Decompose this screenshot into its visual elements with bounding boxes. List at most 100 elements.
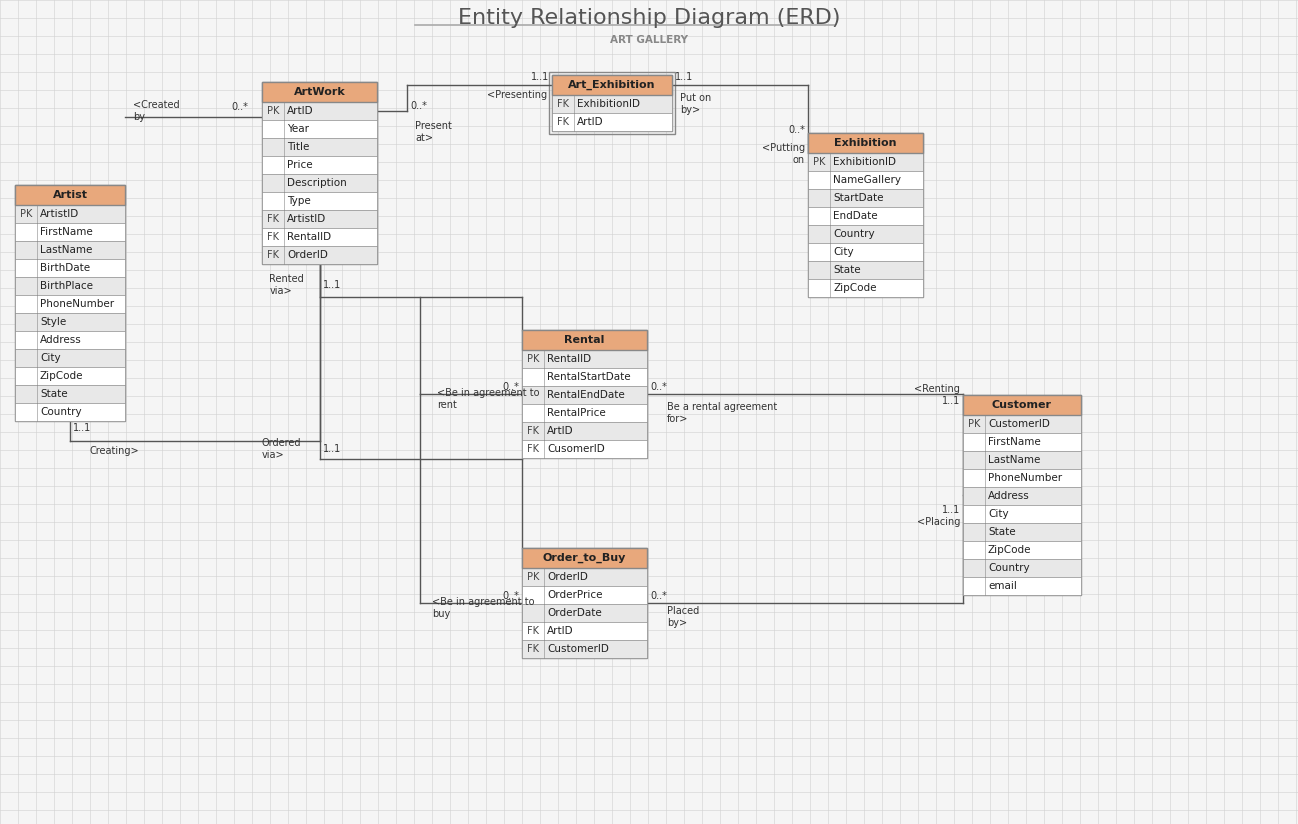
Text: PK: PK — [527, 572, 539, 582]
Text: PK: PK — [527, 354, 539, 364]
Text: Put on
by>: Put on by> — [680, 93, 711, 115]
Text: <Renting: <Renting — [914, 384, 961, 394]
Text: FirstName: FirstName — [988, 437, 1041, 447]
Text: RentalEndDate: RentalEndDate — [546, 390, 624, 400]
FancyBboxPatch shape — [963, 395, 1081, 595]
Text: ZipCode: ZipCode — [40, 371, 83, 381]
Text: ArtID: ArtID — [287, 106, 314, 116]
Text: State: State — [40, 389, 67, 399]
Text: RentalStartDate: RentalStartDate — [546, 372, 631, 382]
Text: <Putting
on: <Putting on — [762, 143, 805, 165]
Text: LastName: LastName — [988, 455, 1041, 465]
FancyBboxPatch shape — [807, 261, 923, 279]
FancyBboxPatch shape — [963, 451, 1081, 469]
FancyBboxPatch shape — [262, 228, 376, 246]
Text: Address: Address — [40, 335, 82, 345]
Text: Country: Country — [40, 407, 82, 417]
Text: Title: Title — [287, 142, 309, 152]
Text: Type: Type — [287, 196, 310, 206]
Text: Rental: Rental — [565, 335, 605, 345]
FancyBboxPatch shape — [522, 350, 646, 368]
Text: OrderID: OrderID — [287, 250, 328, 260]
Text: RentalID: RentalID — [287, 232, 331, 242]
FancyBboxPatch shape — [16, 205, 125, 223]
FancyBboxPatch shape — [262, 246, 376, 264]
FancyBboxPatch shape — [522, 330, 646, 458]
FancyBboxPatch shape — [963, 433, 1081, 451]
Text: Country: Country — [988, 563, 1029, 573]
Text: Be a rental agreement
for>: Be a rental agreement for> — [667, 402, 778, 424]
Text: BirthDate: BirthDate — [40, 263, 90, 273]
FancyBboxPatch shape — [807, 133, 923, 297]
Text: OrderID: OrderID — [546, 572, 588, 582]
Text: FK: FK — [557, 99, 569, 109]
FancyBboxPatch shape — [552, 95, 672, 113]
FancyBboxPatch shape — [16, 185, 125, 205]
Text: Description: Description — [287, 178, 347, 188]
Text: PK: PK — [267, 106, 279, 116]
FancyBboxPatch shape — [262, 156, 376, 174]
Text: Country: Country — [833, 229, 875, 239]
FancyBboxPatch shape — [522, 586, 646, 604]
Text: CusomerID: CusomerID — [546, 444, 605, 454]
FancyBboxPatch shape — [522, 622, 646, 640]
Text: 1..1: 1..1 — [322, 444, 341, 454]
Text: ArtID: ArtID — [578, 117, 604, 127]
Text: <Placing: <Placing — [916, 517, 961, 527]
Text: State: State — [833, 265, 861, 275]
FancyBboxPatch shape — [262, 192, 376, 210]
FancyBboxPatch shape — [262, 138, 376, 156]
Text: PhoneNumber: PhoneNumber — [40, 299, 114, 309]
Text: 1..1: 1..1 — [531, 72, 549, 82]
Text: Entity Relationship Diagram (ERD): Entity Relationship Diagram (ERD) — [458, 8, 840, 28]
FancyBboxPatch shape — [262, 82, 376, 102]
Text: Art_Exhibition: Art_Exhibition — [569, 80, 655, 90]
Text: ArtWork: ArtWork — [293, 87, 345, 97]
FancyBboxPatch shape — [16, 241, 125, 259]
FancyBboxPatch shape — [552, 113, 672, 131]
FancyBboxPatch shape — [522, 440, 646, 458]
FancyBboxPatch shape — [16, 403, 125, 421]
Text: LastName: LastName — [40, 245, 92, 255]
FancyBboxPatch shape — [522, 330, 646, 350]
Text: Customer: Customer — [992, 400, 1051, 410]
FancyBboxPatch shape — [16, 223, 125, 241]
FancyBboxPatch shape — [963, 541, 1081, 559]
Text: FirstName: FirstName — [40, 227, 92, 237]
FancyBboxPatch shape — [262, 82, 376, 264]
FancyBboxPatch shape — [807, 153, 923, 171]
FancyBboxPatch shape — [552, 75, 672, 95]
FancyBboxPatch shape — [16, 367, 125, 385]
Text: RentalID: RentalID — [546, 354, 591, 364]
Text: OrderDate: OrderDate — [546, 608, 602, 618]
Text: 0..*: 0..* — [650, 382, 667, 392]
Text: 1..1: 1..1 — [322, 280, 341, 290]
FancyBboxPatch shape — [963, 415, 1081, 433]
Text: Year: Year — [287, 124, 309, 134]
FancyBboxPatch shape — [963, 395, 1081, 415]
FancyBboxPatch shape — [522, 368, 646, 386]
Text: PK: PK — [813, 157, 826, 167]
FancyBboxPatch shape — [522, 548, 646, 568]
Text: <Be in agreement to
rent: <Be in agreement to rent — [437, 388, 540, 410]
FancyBboxPatch shape — [807, 225, 923, 243]
Text: ZipCode: ZipCode — [988, 545, 1032, 555]
FancyBboxPatch shape — [807, 133, 923, 153]
FancyBboxPatch shape — [262, 120, 376, 138]
FancyBboxPatch shape — [16, 295, 125, 313]
FancyBboxPatch shape — [16, 259, 125, 277]
FancyBboxPatch shape — [807, 243, 923, 261]
Text: Artist: Artist — [52, 190, 87, 200]
Text: Creating>: Creating> — [90, 446, 140, 456]
FancyBboxPatch shape — [807, 279, 923, 297]
Text: FK: FK — [527, 644, 539, 654]
Text: ZipCode: ZipCode — [833, 283, 876, 293]
Text: email: email — [988, 581, 1016, 591]
Text: CustomerID: CustomerID — [988, 419, 1050, 429]
FancyBboxPatch shape — [16, 313, 125, 331]
FancyBboxPatch shape — [16, 331, 125, 349]
Text: 0..*: 0..* — [502, 591, 519, 601]
Text: <Be in agreement to
buy: <Be in agreement to buy — [432, 597, 535, 619]
Text: <Created
by: <Created by — [132, 101, 179, 122]
Text: 1..1: 1..1 — [942, 396, 961, 406]
